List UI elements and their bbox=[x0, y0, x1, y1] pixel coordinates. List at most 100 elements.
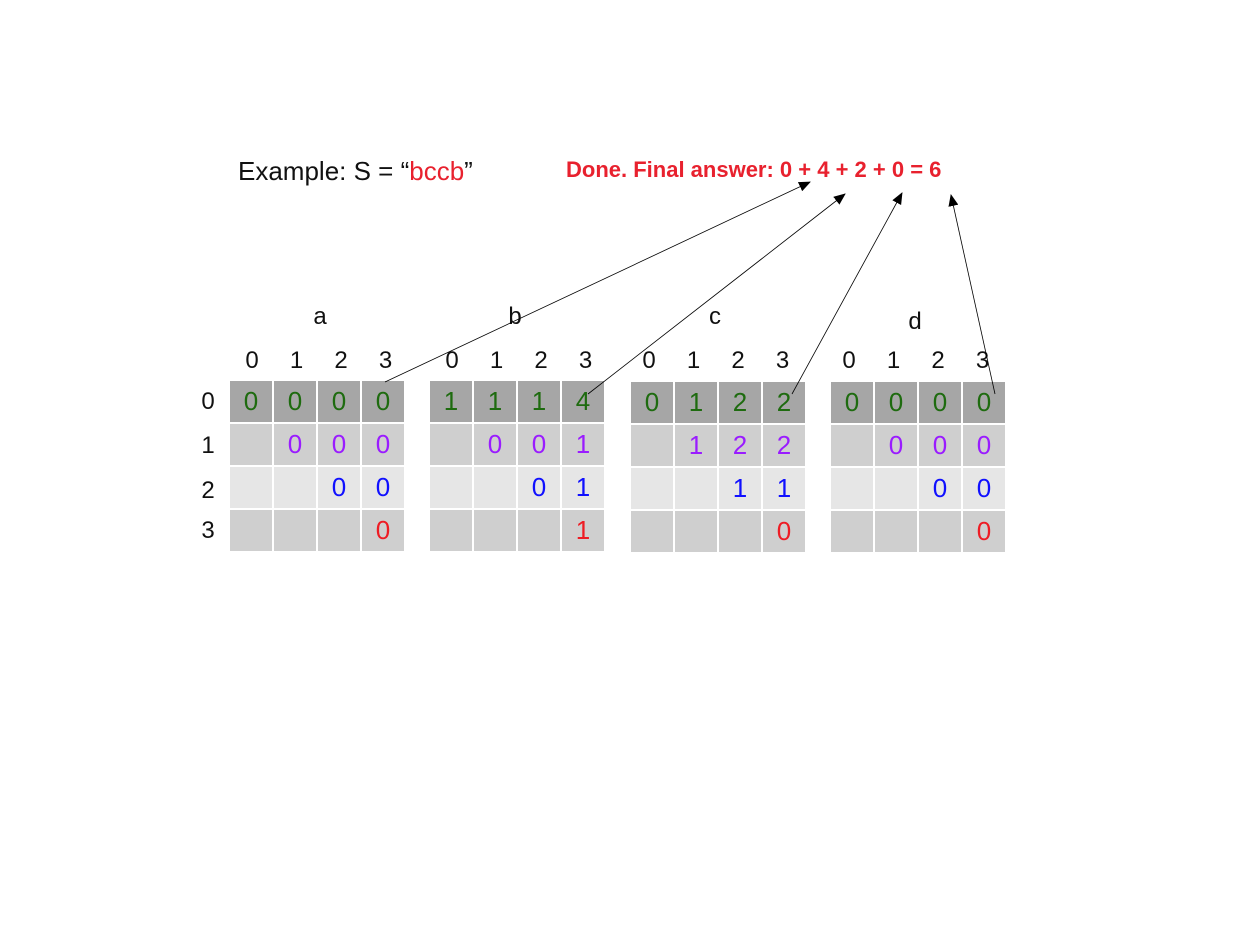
table-cell: 1 bbox=[673, 423, 719, 468]
column-index: 3 bbox=[775, 347, 790, 374]
column-index: 0 bbox=[445, 347, 459, 374]
row-index: 2 bbox=[201, 477, 215, 504]
table-cell bbox=[428, 422, 474, 467]
table-row: 0 bbox=[228, 508, 406, 553]
table-letter-label: d bbox=[908, 308, 922, 335]
table-row: 0 bbox=[629, 509, 807, 554]
table-cell bbox=[472, 508, 518, 553]
table-letter-label: b bbox=[508, 303, 522, 330]
table-cell bbox=[272, 465, 318, 510]
title-suffix: ” bbox=[464, 156, 473, 186]
table-cell: 0 bbox=[917, 466, 963, 511]
arrow-c bbox=[791, 192, 903, 395]
table-cell: 0 bbox=[516, 465, 562, 510]
table-cell: 0 bbox=[316, 422, 362, 467]
column-index: 0 bbox=[245, 347, 259, 374]
table-cell bbox=[629, 423, 675, 468]
table-cell: 0 bbox=[961, 509, 1007, 554]
column-index: 3 bbox=[378, 347, 393, 374]
table-cell bbox=[516, 508, 562, 553]
column-index: 0 bbox=[642, 347, 656, 374]
table-cell bbox=[428, 465, 474, 510]
column-index: 2 bbox=[534, 347, 548, 374]
table-cell bbox=[428, 508, 474, 553]
table-cell: 0 bbox=[472, 422, 518, 467]
title-string: bccb bbox=[409, 156, 465, 186]
table-cell: 0 bbox=[917, 423, 963, 468]
table-cell: 0 bbox=[272, 379, 318, 424]
title-prefix: Example: S = “ bbox=[238, 156, 410, 186]
table-letter-label: a bbox=[313, 303, 327, 330]
table-cell bbox=[673, 466, 719, 511]
table-cell bbox=[472, 465, 518, 510]
table-cell bbox=[228, 465, 274, 510]
table-cell bbox=[272, 508, 318, 553]
table-cell: 0 bbox=[228, 379, 274, 424]
table-cell: 0 bbox=[761, 509, 807, 554]
table-cell: 1 bbox=[516, 379, 562, 424]
table-cell bbox=[829, 466, 875, 511]
table-cell: 1 bbox=[673, 380, 719, 425]
table-cell: 1 bbox=[560, 465, 606, 510]
table-cell: 1 bbox=[472, 379, 518, 424]
column-index: 3 bbox=[578, 347, 593, 374]
column-index: 1 bbox=[686, 347, 701, 374]
table-cell: 1 bbox=[428, 379, 474, 424]
table-cell: 1 bbox=[560, 422, 606, 467]
table-cell: 1 bbox=[560, 508, 606, 553]
table-cell bbox=[629, 466, 675, 511]
table-cell bbox=[873, 466, 919, 511]
table-cell: 0 bbox=[961, 380, 1007, 425]
table-cell bbox=[873, 509, 919, 554]
column-index: 2 bbox=[731, 347, 745, 374]
table-cell: 0 bbox=[272, 422, 318, 467]
table-cell: 2 bbox=[761, 423, 807, 468]
table-cell: 0 bbox=[360, 508, 406, 553]
table-cell: 0 bbox=[360, 465, 406, 510]
arrow-d bbox=[948, 194, 996, 395]
table-cell bbox=[673, 509, 719, 554]
column-index: 1 bbox=[489, 347, 504, 374]
example-title: Example: S = “bccb” bbox=[238, 156, 473, 187]
table-cell: 2 bbox=[761, 380, 807, 425]
column-index: 1 bbox=[289, 347, 304, 374]
table-row: 1 bbox=[428, 508, 606, 553]
table-cell bbox=[316, 508, 362, 553]
table-cell: 0 bbox=[829, 380, 875, 425]
table-cell bbox=[917, 509, 963, 554]
table-cell bbox=[228, 508, 274, 553]
table-cell bbox=[717, 509, 763, 554]
column-index: 2 bbox=[931, 347, 945, 374]
table-cell: 1 bbox=[717, 466, 763, 511]
column-index: 2 bbox=[334, 347, 348, 374]
table-cell bbox=[629, 509, 675, 554]
table-cell: 0 bbox=[917, 380, 963, 425]
table-cell: 2 bbox=[717, 423, 763, 468]
table-cell: 0 bbox=[360, 422, 406, 467]
row-index: 0 bbox=[201, 388, 215, 415]
row-index: 1 bbox=[201, 432, 215, 459]
table-cell: 0 bbox=[316, 379, 362, 424]
table-cell: 0 bbox=[360, 379, 406, 424]
column-index: 1 bbox=[886, 347, 901, 374]
table-cell bbox=[829, 423, 875, 468]
table-cell: 0 bbox=[316, 465, 362, 510]
final-answer: Done. Final answer: 0 + 4 + 2 + 0 = 6 bbox=[566, 157, 942, 182]
table-cell: 0 bbox=[873, 423, 919, 468]
